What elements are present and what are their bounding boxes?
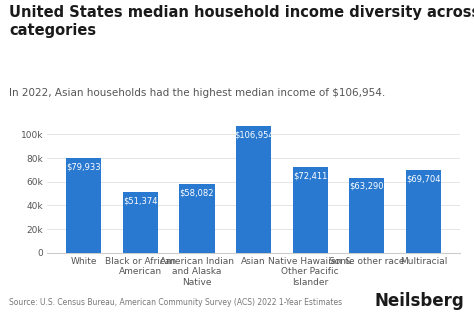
Bar xyxy=(292,167,328,253)
Text: $69,704: $69,704 xyxy=(406,174,441,183)
Text: $79,933: $79,933 xyxy=(66,162,101,171)
Bar xyxy=(236,126,271,253)
Text: Neilsberg: Neilsberg xyxy=(375,292,465,310)
Text: $58,082: $58,082 xyxy=(180,188,214,197)
Text: $63,290: $63,290 xyxy=(350,182,384,191)
Bar xyxy=(123,192,158,253)
Text: In 2022, Asian households had the highest median income of $106,954.: In 2022, Asian households had the highes… xyxy=(9,88,386,99)
Text: $51,374: $51,374 xyxy=(123,196,157,205)
Bar xyxy=(349,178,384,253)
Bar xyxy=(179,184,215,253)
Bar xyxy=(406,170,441,253)
Text: $106,954: $106,954 xyxy=(234,130,273,139)
Bar xyxy=(66,158,101,253)
Text: Source: U.S. Census Bureau, American Community Survey (ACS) 2022 1-Year Estimate: Source: U.S. Census Bureau, American Com… xyxy=(9,298,343,307)
Text: $72,411: $72,411 xyxy=(293,171,328,180)
Text: United States median household income diversity across racial
categories: United States median household income di… xyxy=(9,5,474,38)
